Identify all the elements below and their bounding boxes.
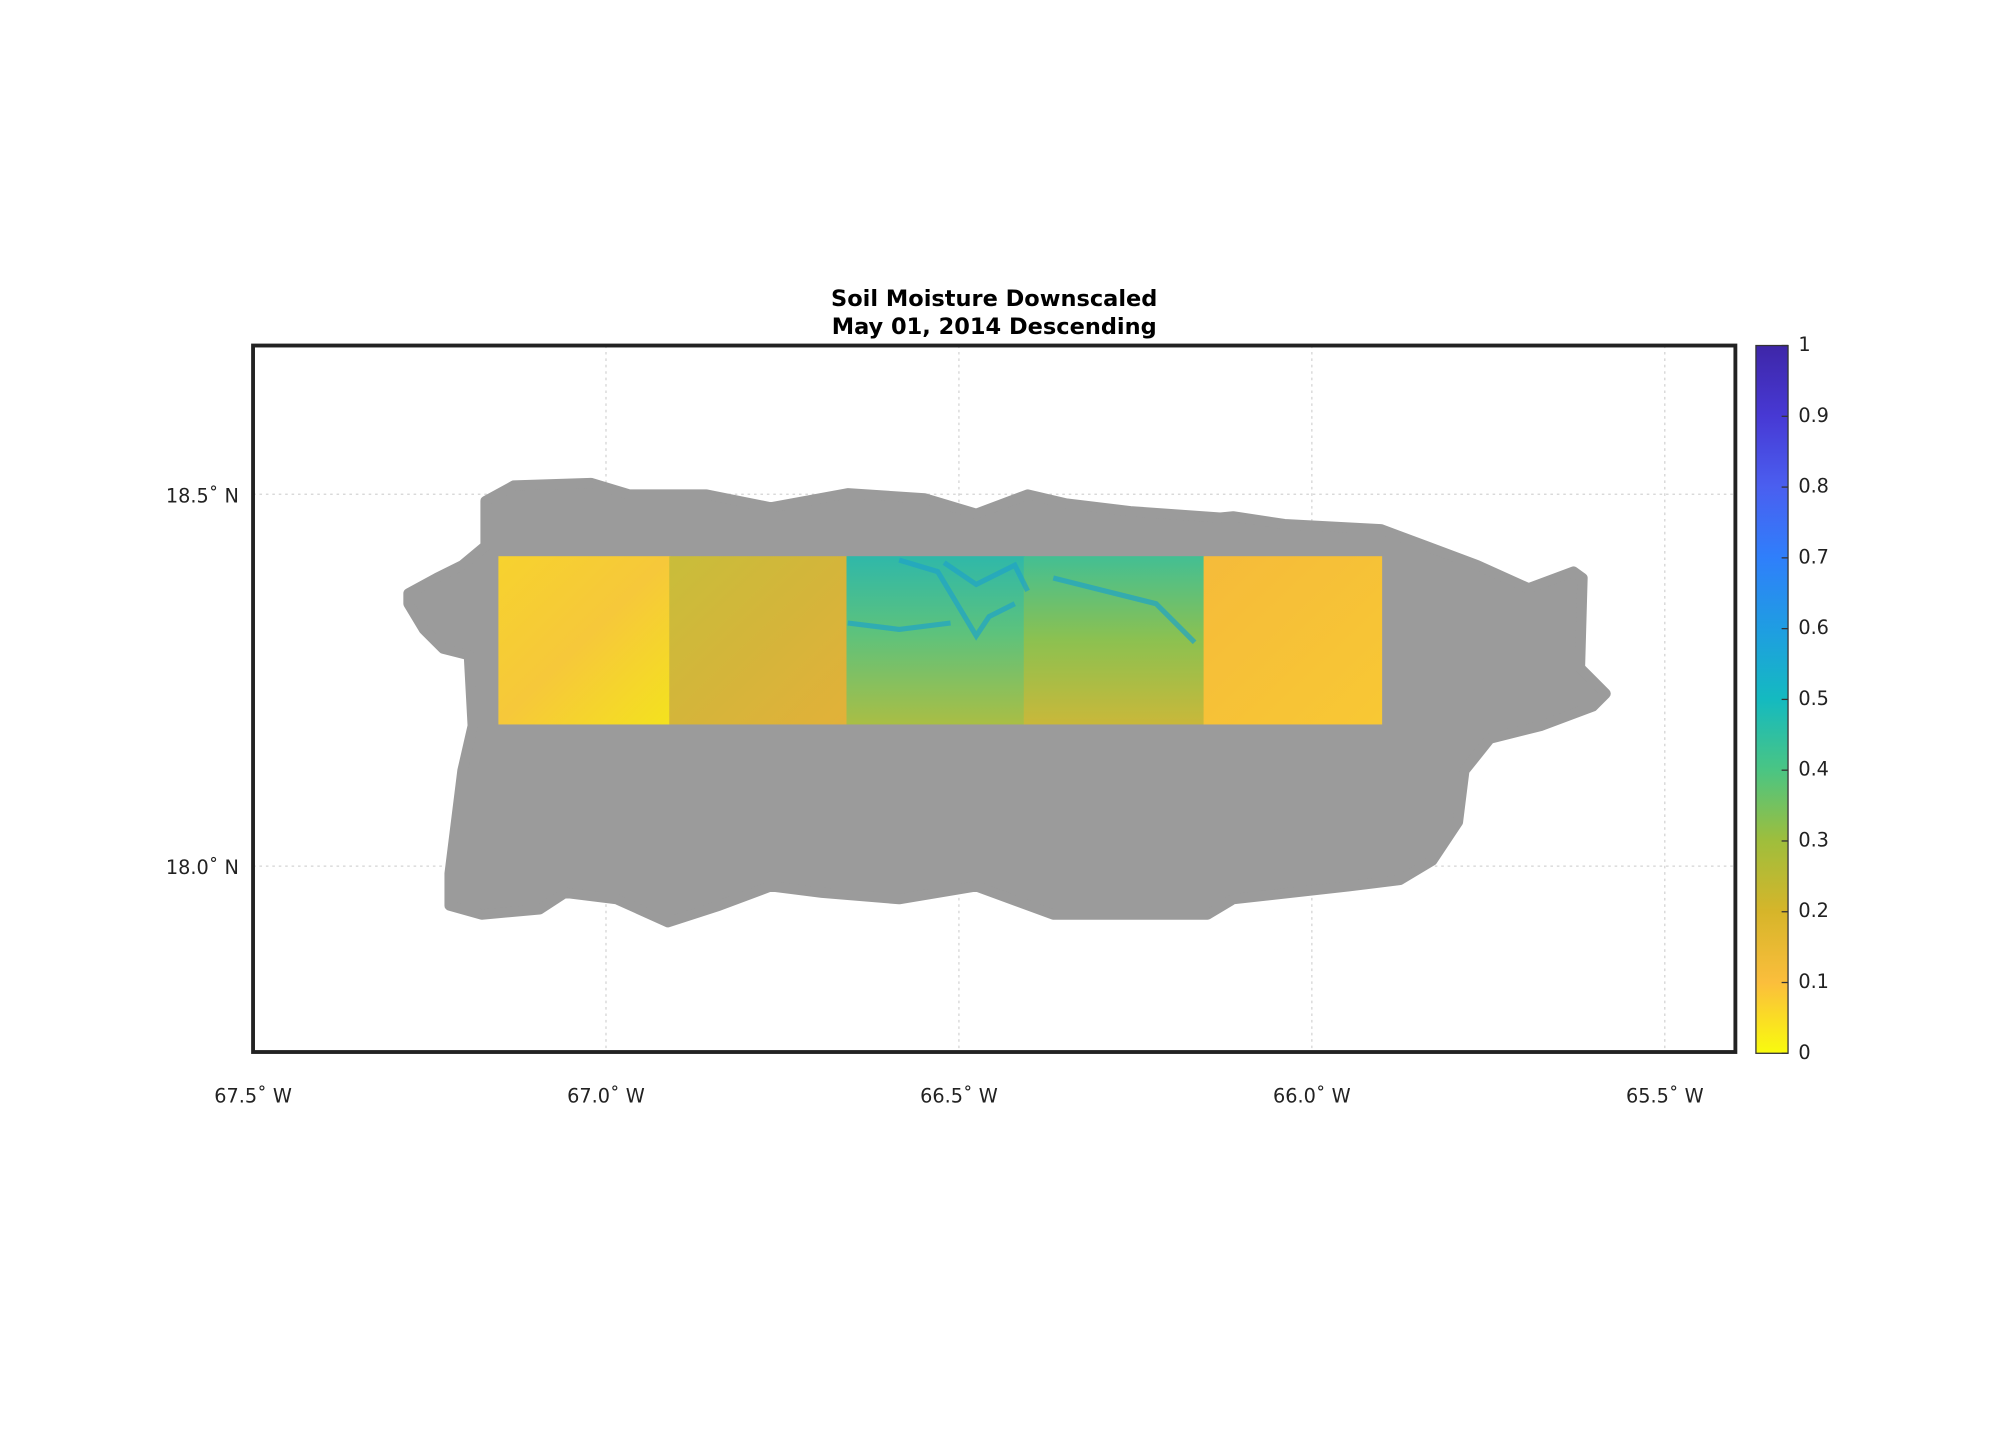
- x-tick-label: 67.0˚ W: [567, 1084, 645, 1107]
- raster-tile: [846, 556, 1026, 725]
- raster-tile: [669, 556, 848, 725]
- colorbar-tick-label: 0.1: [1798, 970, 1829, 993]
- colorbar-tick-label: 0.9: [1798, 404, 1829, 427]
- y-tick-label: 18.5˚ N: [166, 484, 239, 507]
- y-tick-label: 18.0˚ N: [166, 856, 239, 879]
- x-tick-label: 65.5˚ W: [1626, 1084, 1704, 1107]
- colorbar-tick-label: 1: [1798, 333, 1810, 356]
- soil-moisture-raster: [498, 556, 1383, 725]
- map-frame: [251, 343, 1738, 1054]
- chart-subtitle: May 01, 2014 Descending: [832, 314, 1157, 340]
- colorbar-tick-label: 0.4: [1798, 758, 1829, 781]
- raster-tile: [1023, 556, 1205, 725]
- colorbar-tick-label: 0.8: [1798, 475, 1829, 498]
- raster-tile: [498, 556, 671, 725]
- colorbar-tick-label: 0.5: [1798, 687, 1829, 710]
- x-tick-label: 66.0˚ W: [1273, 1084, 1351, 1107]
- raster-tile: [1203, 556, 1383, 725]
- colorbar-ticks: 0 0.1 0.2 0.3 0.4 0.5 0.6 0.7 0.8 0.9 1: [1781, 333, 1829, 1064]
- colorbar-tick-label: 0.3: [1798, 828, 1829, 851]
- chart-title: Soil Moisture Downscaled: [831, 286, 1157, 312]
- raster-detail: [847, 557, 1197, 645]
- x-tick-label: 66.5˚ W: [920, 1084, 998, 1107]
- x-tick-label: 67.5˚ W: [214, 1084, 292, 1107]
- colorbar-tick-label: 0.7: [1798, 545, 1829, 568]
- colorbar-tick-label: 0.6: [1798, 616, 1829, 639]
- colorbar-tick-label: 0: [1798, 1041, 1810, 1064]
- colorbar-tick-label: 0.2: [1798, 899, 1829, 922]
